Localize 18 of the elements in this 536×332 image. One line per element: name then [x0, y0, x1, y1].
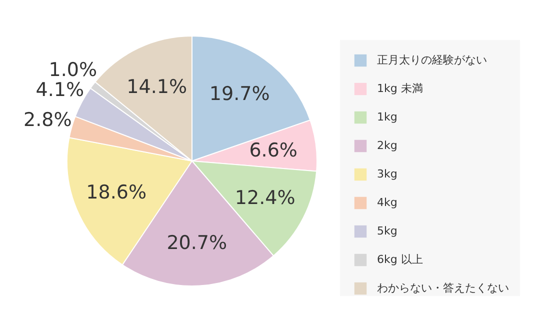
legend-label: 2kg — [377, 139, 398, 152]
data-label: 19.7% — [209, 83, 270, 106]
data-label: 4.1% — [36, 78, 84, 101]
data-label: 1.0% — [48, 58, 98, 81]
legend-label: 3kg — [377, 168, 398, 180]
legend-label: 4kg — [377, 196, 398, 209]
legend-label: わからない・答えたくない — [377, 282, 509, 294]
data-label: 18.6% — [86, 182, 147, 204]
legend-label: 正月太りの経験がない — [377, 54, 487, 66]
data-label: 14.1% — [126, 76, 188, 98]
legend-label: 1kg 未満 — [377, 82, 423, 95]
legend-label: 5kg — [377, 224, 398, 238]
data-label: 12.4% — [234, 187, 296, 210]
data-label: 20.7% — [166, 232, 228, 254]
legend-label: 1kg — [377, 110, 398, 124]
legend-label: 6kg 以上 — [377, 253, 423, 266]
data-label: 2.8% — [24, 109, 72, 132]
data-label: 6.6% — [249, 140, 298, 162]
